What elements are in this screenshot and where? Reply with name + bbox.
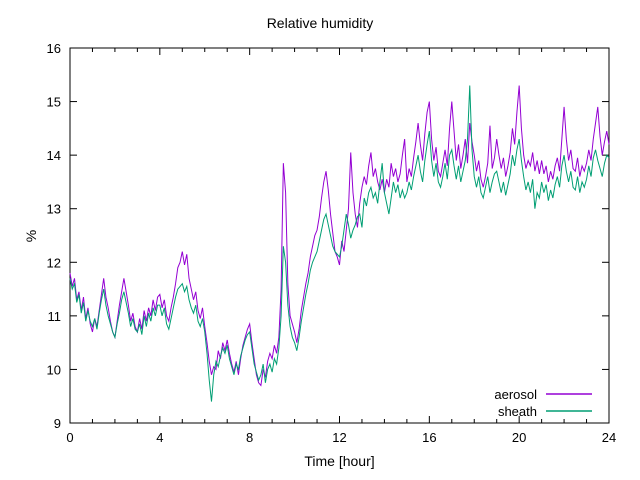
y-tick-label: 13 <box>47 202 61 217</box>
y-tick-label: 12 <box>47 255 61 270</box>
y-tick-label: 10 <box>47 362 61 377</box>
x-tick-label: 4 <box>156 430 163 445</box>
y-tick-label: 14 <box>47 148 61 163</box>
y-tick-label: 15 <box>47 95 61 110</box>
legend-label-aerosol: aerosol <box>494 387 537 402</box>
x-tick-label: 16 <box>422 430 436 445</box>
x-tick-label: 12 <box>332 430 346 445</box>
y-tick-label: 9 <box>54 416 61 431</box>
y-tick-label: 16 <box>47 41 61 56</box>
x-tick-label: 24 <box>602 430 616 445</box>
plot-border <box>69 47 610 424</box>
x-tick-label: 0 <box>66 430 73 445</box>
series-line-sheath <box>69 85 610 402</box>
series-line-aerosol <box>69 85 610 387</box>
legend-label-sheath: sheath <box>498 404 537 419</box>
x-tick-label: 8 <box>246 430 253 445</box>
y-tick-label: 11 <box>48 309 62 324</box>
chart-title: Relative humidity <box>266 15 374 31</box>
x-axis-label: Time [hour] <box>304 453 375 469</box>
x-tick-label: 20 <box>512 430 526 445</box>
